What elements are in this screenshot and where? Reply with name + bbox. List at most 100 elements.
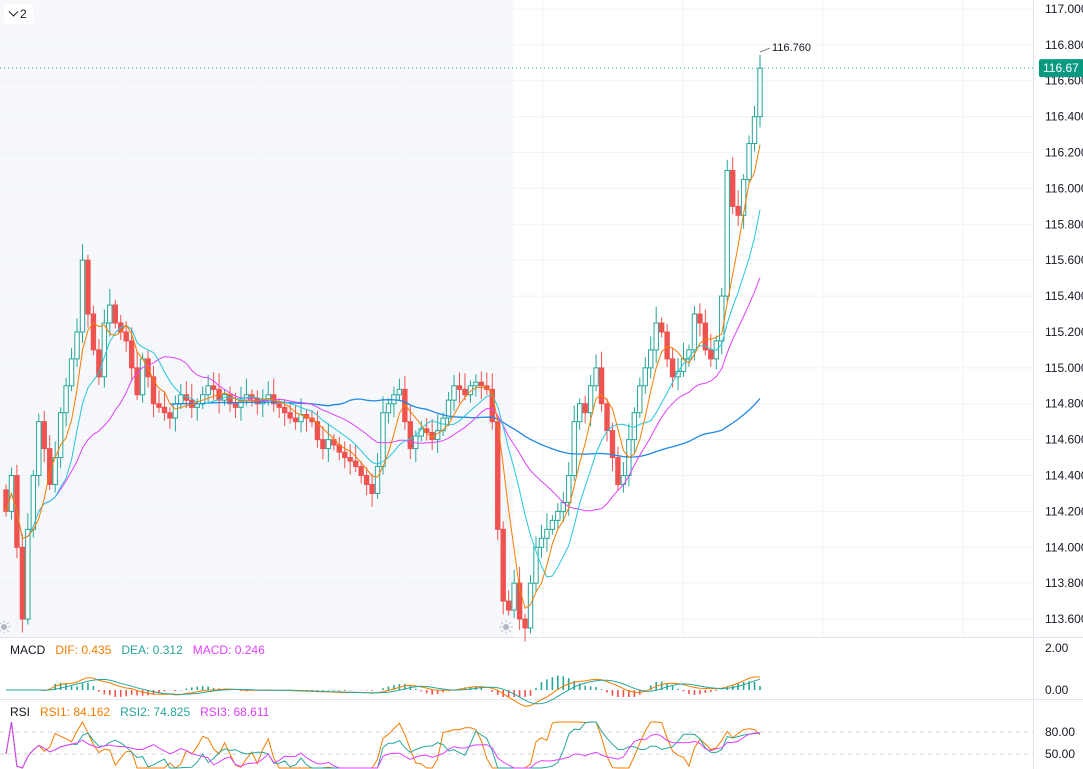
price-axis-label: 116.800: [1045, 38, 1083, 52]
candle-body: [172, 403, 179, 419]
candle-body: [57, 412, 64, 459]
sun-ray: [0, 622, 2, 625]
high-marker-label: 116.760: [772, 42, 811, 54]
candle-body: [462, 388, 468, 396]
candle-body: [456, 385, 463, 390]
candle-body: [63, 385, 69, 414]
candle-body: [276, 403, 282, 408]
candle-body: [571, 421, 577, 477]
candle-body: [369, 483, 375, 494]
candle-body: [385, 403, 392, 414]
candle-body: [708, 349, 714, 360]
ma-long-line: [169, 398, 761, 458]
candle-body: [576, 403, 583, 423]
ma-fast-line: [5, 144, 761, 610]
candle-body: [90, 313, 97, 351]
candle-body: [68, 358, 75, 387]
sun-ray: [6, 622, 9, 625]
rsi-name: RSI: [10, 705, 31, 719]
candle-body: [380, 412, 386, 468]
candle-body: [36, 421, 42, 477]
sun-ray: [508, 629, 511, 632]
candle-body: [232, 403, 239, 408]
macd-macd-value: MACD: 0.246: [192, 643, 265, 657]
candle-body: [642, 367, 648, 387]
candle-body: [473, 381, 479, 387]
sun-ray: [6, 629, 9, 632]
candle-body: [593, 367, 599, 387]
candle-body: [538, 537, 545, 548]
candle-body: [751, 116, 758, 145]
rsi-legend: RSI RSI1: 84.162 RSI2: 74.825 RSI3: 68.6…: [10, 705, 269, 719]
chevron-down-icon: [8, 6, 19, 17]
candle-body: [549, 519, 556, 530]
candle-body: [544, 528, 550, 539]
candle-body: [604, 403, 610, 432]
current-price-label: 116.67: [1043, 61, 1079, 75]
candle-body: [139, 358, 146, 396]
sun-core: [503, 624, 509, 630]
candle-body: [325, 439, 332, 450]
price-axis-label: 114.000: [1045, 540, 1083, 554]
rsi-axis-label: 50.00: [1045, 747, 1075, 761]
candle-body: [79, 259, 86, 333]
candle-body: [702, 322, 709, 351]
price-axis-label: 115.000: [1045, 361, 1083, 375]
macd-name: MACD: [10, 643, 46, 657]
candle-body: [740, 178, 747, 216]
price-axis-label: 113.600: [1045, 612, 1083, 626]
candle-body: [123, 331, 129, 342]
macd-axis-label: 0.00: [1045, 683, 1069, 697]
rsi2-line: [5, 721, 761, 769]
candle-body: [533, 546, 539, 584]
candle-body: [309, 417, 315, 423]
candle-body: [664, 331, 670, 360]
candle-body: [566, 475, 572, 503]
collapse-indicators-button[interactable]: 2: [4, 4, 33, 24]
price-axis-label: 116.000: [1045, 181, 1083, 195]
candle-body: [609, 430, 616, 459]
price-axis-label: 117.000: [1045, 2, 1083, 16]
candle-body: [238, 399, 244, 408]
rsi2-value: RSI2: 74.825: [120, 705, 191, 719]
macd-dif-line: [6, 676, 761, 707]
candle-body: [292, 417, 299, 423]
rsi-axis-label: 80.00: [1045, 725, 1075, 739]
candle-body: [729, 169, 736, 207]
candle-body: [205, 385, 211, 396]
candle-body: [658, 322, 665, 333]
sun-ray: [501, 622, 504, 625]
macd-dea-line: [6, 678, 761, 705]
candle-body: [25, 528, 31, 620]
candle-body: [281, 406, 288, 414]
candle-body: [358, 466, 364, 477]
candle-body: [347, 457, 353, 462]
candle-body: [178, 394, 184, 405]
macd-axis-label: 2.00: [1045, 641, 1069, 655]
rsi3-value: RSI3: 68.611: [200, 705, 270, 719]
candle-body: [402, 388, 408, 423]
macd-dea-value: DEA: 0.312: [121, 643, 183, 657]
candle-body: [363, 475, 370, 485]
candle-body: [128, 340, 135, 369]
current-price-tag: [1039, 59, 1083, 78]
candle-body: [112, 304, 118, 324]
candle-body: [582, 403, 588, 414]
rsi3-line: [5, 721, 761, 769]
price-axis-label: 116.200: [1045, 146, 1083, 160]
macd-dif-value: DIF: 0.435: [55, 643, 112, 657]
rsi1-value: RSI1: 84.162: [40, 705, 111, 719]
candle-body: [746, 143, 752, 180]
candle-body: [167, 412, 173, 419]
price-axis-label: 114.800: [1045, 397, 1083, 411]
price-axis-label: 116.600: [1045, 74, 1083, 88]
candle-body: [85, 259, 91, 315]
candle-body: [314, 421, 321, 441]
rsi1-line: [5, 720, 761, 769]
candle-body: [451, 385, 457, 401]
price-axis-label: 114.200: [1045, 504, 1083, 518]
high-marker-line: [759, 47, 771, 53]
price-axis-label: 114.400: [1045, 469, 1083, 483]
